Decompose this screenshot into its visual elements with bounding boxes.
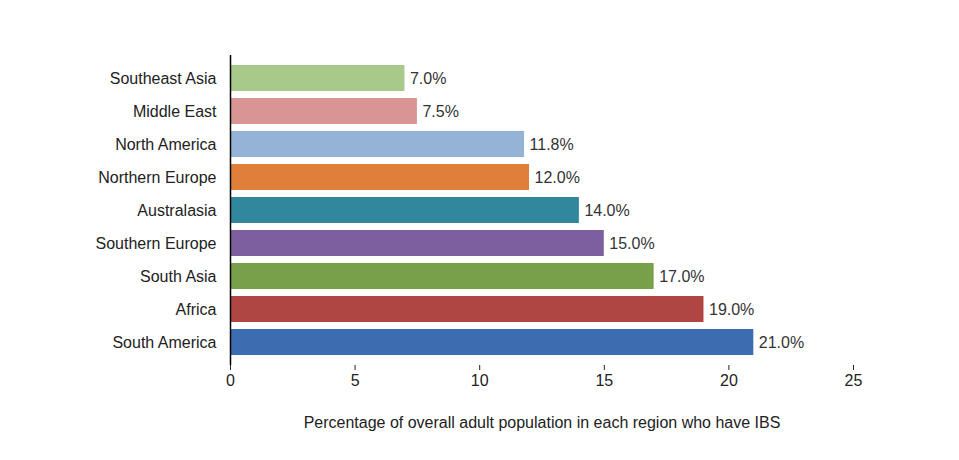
svg-text:7.5%: 7.5% [422, 103, 458, 120]
svg-text:South America: South America [112, 334, 216, 351]
svg-text:5: 5 [351, 372, 360, 389]
svg-text:Southern Europe: Southern Europe [96, 235, 217, 252]
svg-text:15.0%: 15.0% [609, 235, 654, 252]
svg-text:19.0%: 19.0% [709, 301, 754, 318]
svg-text:7.0%: 7.0% [410, 70, 446, 87]
svg-text:20: 20 [720, 372, 738, 389]
svg-text:10: 10 [471, 372, 489, 389]
svg-text:0: 0 [226, 372, 235, 389]
svg-text:Percentage of overall adult po: Percentage of overall adult population i… [304, 414, 781, 431]
svg-text:North America: North America [115, 136, 216, 153]
svg-text:12.0%: 12.0% [535, 169, 580, 186]
svg-text:Northern Europe: Northern Europe [98, 169, 216, 186]
svg-text:Africa: Africa [176, 301, 217, 318]
svg-text:25: 25 [845, 372, 863, 389]
svg-text:Southeast Asia: Southeast Asia [110, 70, 217, 87]
svg-text:14.0%: 14.0% [584, 202, 629, 219]
svg-text:11.8%: 11.8% [530, 136, 574, 153]
svg-text:Middle East: Middle East [133, 103, 217, 120]
svg-text:15: 15 [595, 372, 613, 389]
svg-text:21.0%: 21.0% [759, 334, 804, 351]
svg-text:South Asia: South Asia [140, 268, 217, 285]
svg-text:Australasia: Australasia [137, 202, 216, 219]
svg-text:17.0%: 17.0% [659, 268, 704, 285]
